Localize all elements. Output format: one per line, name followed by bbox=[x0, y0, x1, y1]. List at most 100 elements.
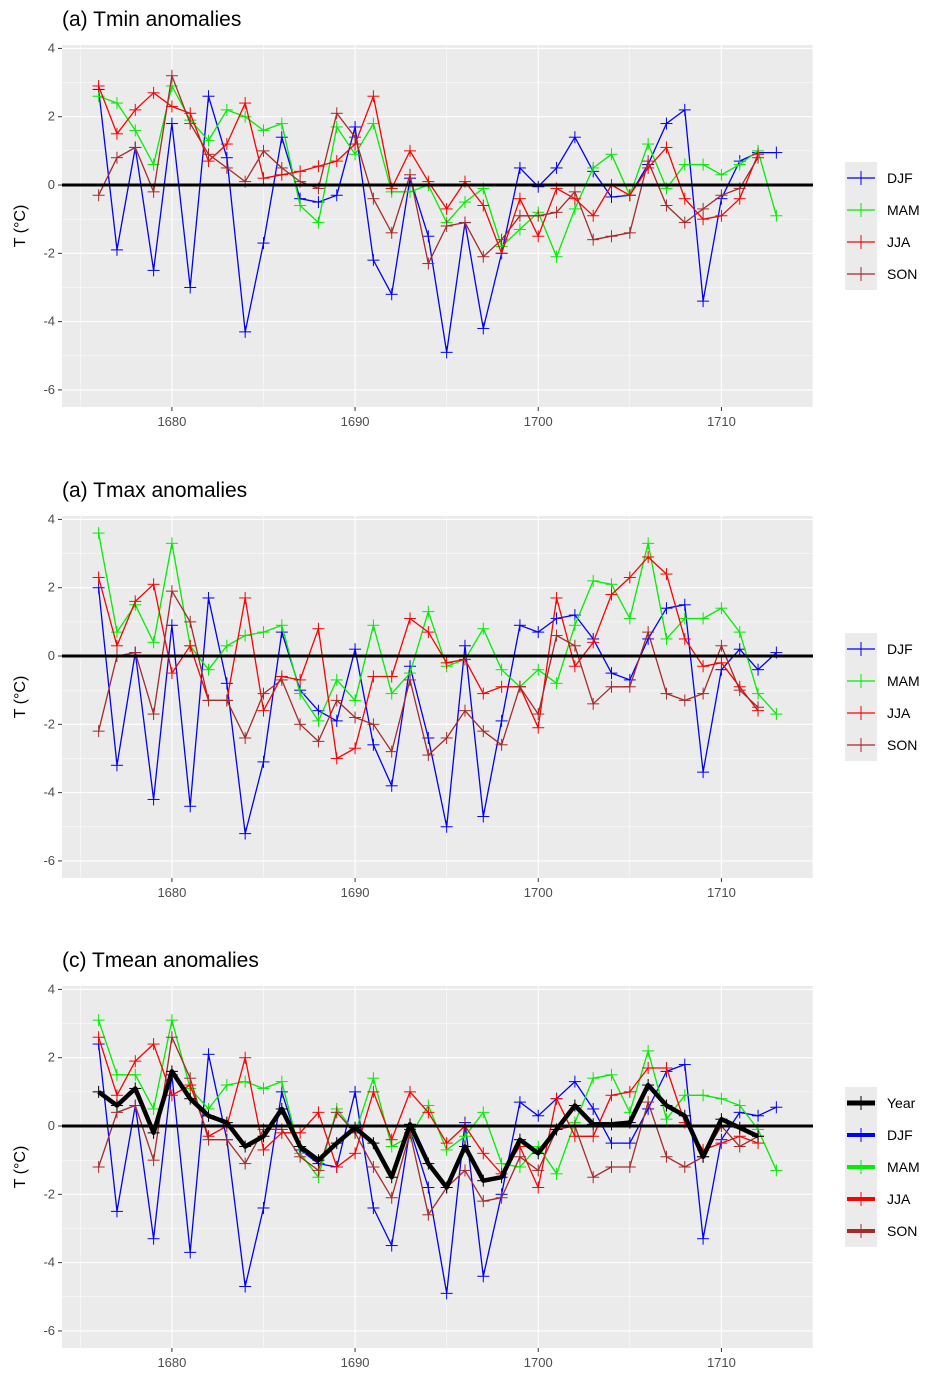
x-tick-label: 1700 bbox=[524, 1355, 553, 1370]
data-point-son bbox=[184, 117, 197, 130]
data-point-mam bbox=[330, 120, 343, 133]
data-point-djf bbox=[110, 1205, 123, 1218]
chart-title: (c) Tmean anomalies bbox=[62, 949, 259, 972]
data-point-mam bbox=[349, 694, 362, 707]
legend-item-son: SON bbox=[845, 258, 917, 290]
data-point-mam bbox=[532, 663, 545, 676]
data-point-year bbox=[367, 1137, 380, 1150]
data-point-mam bbox=[568, 619, 581, 632]
data-point-jja bbox=[349, 1147, 362, 1160]
data-point-year bbox=[92, 1085, 105, 1098]
data-point-jja bbox=[477, 199, 490, 212]
data-point-year bbox=[129, 1082, 142, 1095]
data-point-jja bbox=[110, 639, 123, 652]
data-point-year bbox=[477, 1174, 490, 1187]
data-point-djf bbox=[220, 151, 233, 164]
data-point-year bbox=[678, 1109, 691, 1122]
data-point-year bbox=[385, 1171, 398, 1184]
data-point-son bbox=[733, 1140, 746, 1153]
data-point-son bbox=[715, 189, 728, 202]
data-point-jja bbox=[129, 595, 142, 608]
data-point-year bbox=[660, 1099, 673, 1112]
data-point-year bbox=[312, 1154, 325, 1167]
data-point-son bbox=[532, 708, 545, 721]
data-point-jja bbox=[385, 670, 398, 683]
data-point-mam bbox=[550, 677, 563, 690]
data-point-year bbox=[715, 1113, 728, 1126]
data-point-mam bbox=[715, 168, 728, 181]
data-point-son bbox=[385, 1191, 398, 1204]
plot-background bbox=[62, 45, 813, 407]
legend-item-son: SON bbox=[845, 729, 917, 761]
legend-label: SON bbox=[887, 266, 917, 282]
data-point-djf bbox=[513, 619, 526, 632]
data-point-son bbox=[733, 684, 746, 697]
y-tick-label: -4 bbox=[43, 314, 55, 329]
data-point-son bbox=[605, 1161, 618, 1173]
data-point-djf bbox=[147, 793, 160, 806]
data-point-jja bbox=[532, 1181, 545, 1194]
data-point-jja bbox=[660, 568, 673, 581]
data-point-mam bbox=[147, 1102, 160, 1115]
data-point-year bbox=[568, 1099, 581, 1112]
data-point-jja bbox=[257, 172, 270, 185]
data-point-mam bbox=[715, 602, 728, 615]
data-point-son bbox=[568, 639, 581, 652]
data-point-son bbox=[147, 708, 160, 721]
data-point-mam bbox=[257, 1082, 270, 1095]
data-point-son bbox=[239, 731, 252, 744]
legend-label: DJF bbox=[887, 170, 913, 186]
data-point-jja bbox=[642, 1061, 655, 1074]
data-point-son bbox=[312, 735, 325, 748]
data-point-mam bbox=[330, 673, 343, 686]
y-tick-label: -4 bbox=[43, 1255, 55, 1270]
data-point-mam bbox=[605, 148, 618, 161]
chart-title: (a) Tmax anomalies bbox=[62, 479, 247, 502]
data-point-son bbox=[495, 1191, 508, 1204]
data-point-jja bbox=[220, 138, 233, 151]
data-point-son bbox=[330, 1106, 343, 1119]
data-point-jja bbox=[349, 742, 362, 755]
data-point-jja bbox=[550, 591, 563, 604]
data-point-djf bbox=[605, 1137, 618, 1150]
data-point-jja bbox=[697, 660, 710, 673]
data-point-djf bbox=[678, 103, 691, 116]
chart-panel-1: -6 -4 -2 0 2 4 1680 1690 1700 1710 (a) Tmin anomal… bbox=[12, 8, 920, 429]
chart-panel-3: -6 -4 -2 0 2 4 1680 1690 1700 1710 (c) Tmean anoma… bbox=[12, 949, 920, 1370]
data-point-jja bbox=[294, 1126, 307, 1139]
data-point-jja bbox=[623, 189, 636, 202]
data-point-djf bbox=[752, 1109, 765, 1122]
chart-title: (a) Tmin anomalies bbox=[62, 8, 241, 31]
y-tick-label: -2 bbox=[43, 245, 55, 260]
data-point-mam bbox=[110, 97, 123, 110]
data-point-son bbox=[623, 680, 636, 693]
y-tick-label: -6 bbox=[43, 853, 55, 868]
data-point-djf bbox=[110, 243, 123, 256]
data-point-mam bbox=[678, 1089, 691, 1102]
data-point-jja bbox=[660, 141, 673, 154]
legend-item-son: SON bbox=[845, 1215, 917, 1247]
data-point-djf bbox=[367, 1201, 380, 1214]
data-point-jja bbox=[312, 622, 325, 635]
data-point-mam bbox=[770, 708, 783, 721]
series-layer bbox=[92, 69, 783, 359]
data-point-son bbox=[220, 1133, 233, 1146]
data-point-mam bbox=[312, 714, 325, 727]
data-point-mam bbox=[239, 629, 252, 642]
data-point-son bbox=[165, 69, 178, 82]
data-point-mam bbox=[110, 1068, 123, 1081]
y-tick-label: -2 bbox=[43, 716, 55, 731]
data-point-son bbox=[550, 629, 563, 642]
data-point-djf bbox=[532, 626, 545, 639]
data-point-son bbox=[367, 1161, 380, 1173]
data-point-jja bbox=[92, 79, 105, 92]
data-point-son bbox=[440, 220, 453, 232]
legend-label: JJA bbox=[887, 234, 911, 250]
data-point-son bbox=[367, 718, 380, 731]
data-point-jja bbox=[623, 571, 636, 584]
data-point-djf bbox=[623, 1137, 636, 1150]
series-jja bbox=[92, 79, 765, 260]
series-line-djf bbox=[97, 89, 777, 354]
data-point-jja bbox=[165, 667, 178, 680]
data-point-jja bbox=[165, 100, 178, 113]
